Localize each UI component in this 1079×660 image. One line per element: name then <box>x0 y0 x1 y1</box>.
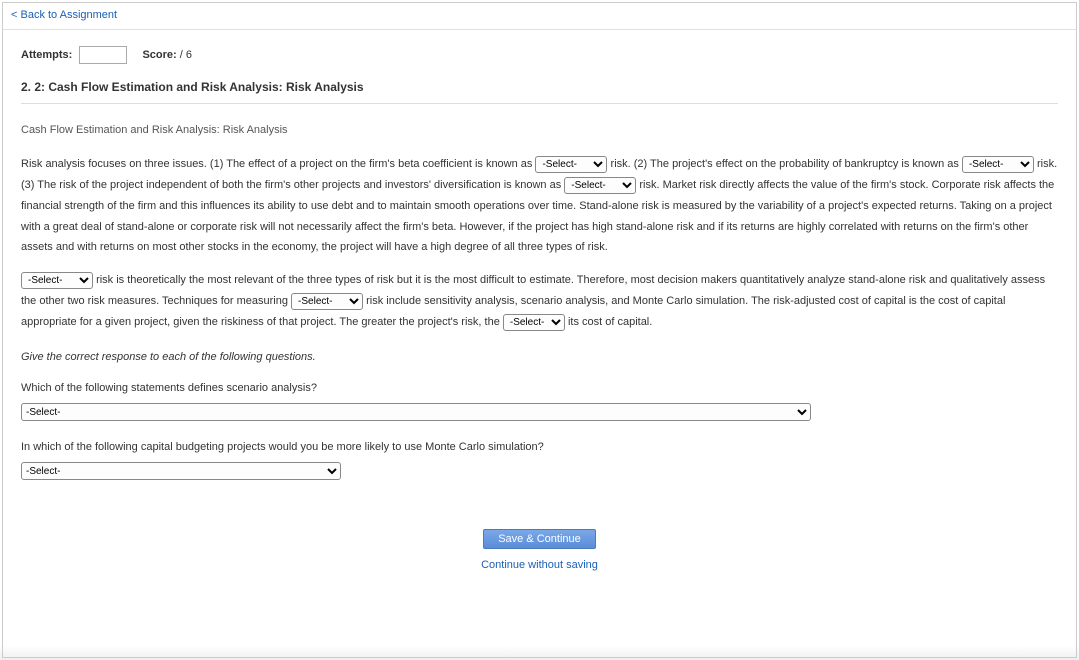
question-title: 2. 2: Cash Flow Estimation and Risk Anal… <box>21 72 1058 104</box>
score-value: / 6 <box>180 49 192 61</box>
attempts-input[interactable] <box>79 46 127 64</box>
risk-type-select-1[interactable]: -Select- <box>535 156 607 173</box>
section-heading: Cash Flow Estimation and Risk Analysis: … <box>21 122 1058 140</box>
paragraph-1: Risk analysis focuses on three issues. (… <box>21 154 1058 258</box>
question-block-2: In which of the following capital budget… <box>21 437 1058 482</box>
save-continue-button[interactable]: Save & Continue <box>483 529 596 549</box>
assignment-container: Back to Assignment Attempts: Score: / 6 … <box>2 2 1077 658</box>
content-area: Attempts: Score: / 6 2. 2: Cash Flow Est… <box>3 30 1076 605</box>
paragraph-2: -Select- risk is theoretically the most … <box>21 270 1058 333</box>
question-block-1: Which of the following statements define… <box>21 378 1058 423</box>
question-body: Risk analysis focuses on three issues. (… <box>21 154 1058 482</box>
risk-type-select-3[interactable]: -Select- <box>564 177 636 194</box>
top-bar: Back to Assignment <box>3 3 1076 30</box>
text-fragment: risk. (2) The project's effect on the pr… <box>611 158 962 170</box>
continue-without-saving-link[interactable]: Continue without saving <box>481 557 598 575</box>
score-label: Score: <box>142 49 176 61</box>
question-1-text: Which of the following statements define… <box>21 378 1058 399</box>
question-2-text: In which of the following capital budget… <box>21 437 1058 458</box>
risk-measure-select[interactable]: -Select- <box>291 293 363 310</box>
attempts-label: Attempts: <box>21 49 72 61</box>
cost-capital-select[interactable]: -Select- <box>503 314 565 331</box>
instruction-text: Give the correct response to each of the… <box>21 347 1058 368</box>
risk-relevance-select[interactable]: -Select- <box>21 272 93 289</box>
back-to-assignment-link[interactable]: Back to Assignment <box>11 9 117 21</box>
text-fragment: its cost of capital. <box>568 316 652 328</box>
footer-actions: Save & Continue Continue without saving <box>21 529 1058 575</box>
question-2-select[interactable]: -Select- <box>21 462 341 480</box>
question-1-select[interactable]: -Select- <box>21 403 811 421</box>
meta-row: Attempts: Score: / 6 <box>21 38 1058 73</box>
text-fragment: Risk analysis focuses on three issues. (… <box>21 158 535 170</box>
risk-type-select-2[interactable]: -Select- <box>962 156 1034 173</box>
